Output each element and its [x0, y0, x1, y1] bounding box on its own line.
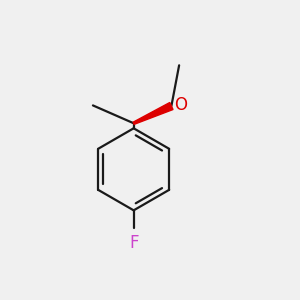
Text: O: O [174, 95, 187, 113]
Text: F: F [129, 234, 138, 252]
Polygon shape [133, 103, 173, 124]
